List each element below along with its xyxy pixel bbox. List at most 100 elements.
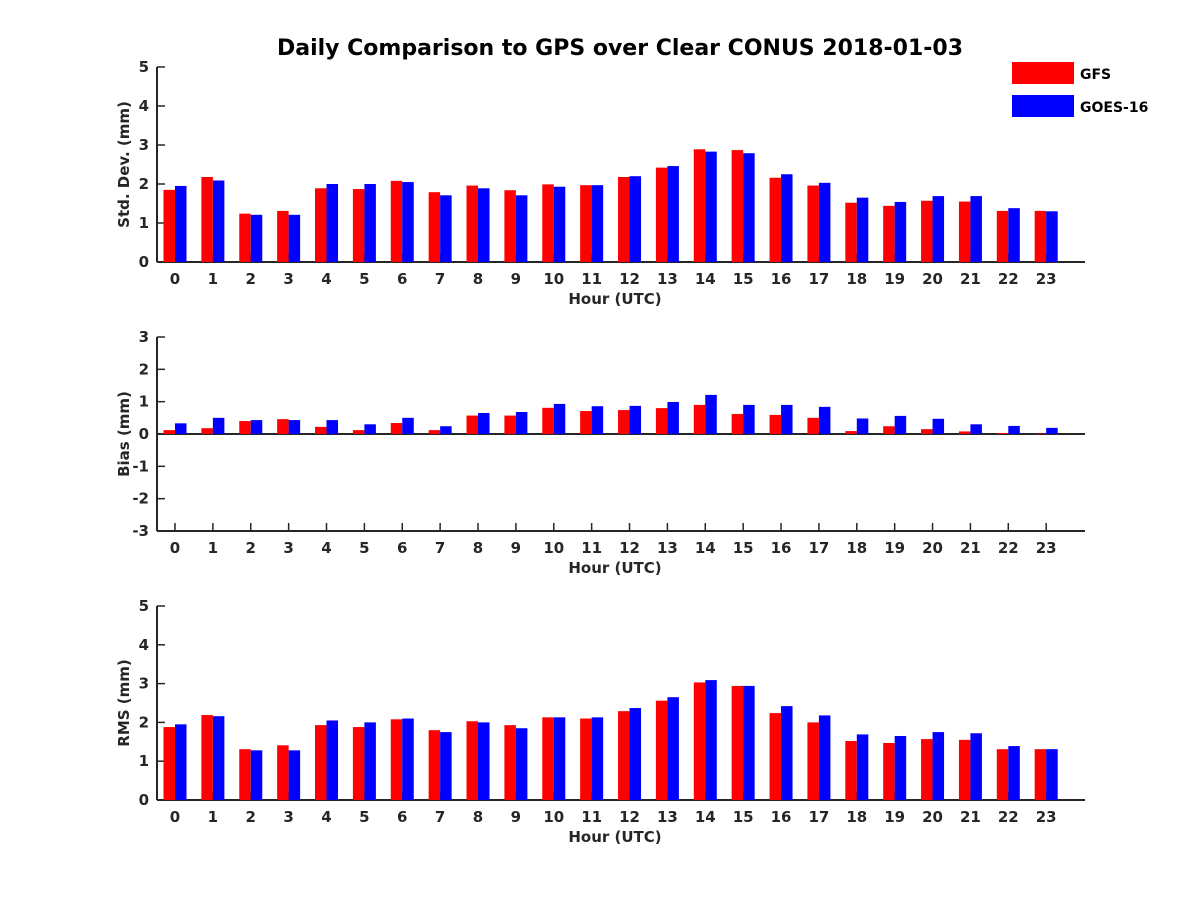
bar-goes16-hour-2	[250, 750, 263, 800]
bar-gfs-hour-22	[996, 433, 1009, 434]
bar-goes16-hour-17	[818, 182, 831, 262]
bar-goes16-hour-21	[970, 196, 982, 262]
x-tick-label: 18	[846, 808, 867, 826]
bar-goes16-hour-22	[1008, 746, 1020, 800]
x-tick-label: 22	[998, 808, 1019, 826]
x-axis-label: Hour (UTC)	[568, 290, 661, 308]
y-tick-label: 4	[139, 636, 149, 654]
x-tick-label: 22	[998, 539, 1019, 557]
x-tick-label: 13	[657, 808, 678, 826]
bar-goes16-hour-15	[743, 685, 755, 800]
legend: GFS GOES-16	[1012, 62, 1148, 117]
x-tick-label: 23	[1036, 539, 1057, 557]
bar-gfs-hour-11	[580, 718, 592, 800]
bar-goes16-hour-22	[1008, 425, 1020, 434]
bar-goes16-hour-0	[175, 724, 187, 800]
bar-goes16-hour-18	[856, 197, 869, 262]
bar-gfs-hour-21	[958, 739, 971, 800]
x-tick-label: 20	[922, 808, 943, 826]
x-tick-label: 6	[397, 539, 407, 557]
bar-goes16-hour-11	[591, 406, 604, 434]
x-tick-label: 5	[359, 270, 369, 288]
bar-goes16-hour-20	[932, 732, 945, 800]
bar-goes16-hour-0	[175, 185, 187, 262]
x-tick-label: 11	[581, 539, 602, 557]
bar-gfs-hour-8	[466, 721, 479, 800]
bar-gfs-hour-0	[163, 430, 175, 434]
bar-goes16-hour-13	[667, 166, 679, 262]
x-tick-label: 10	[543, 270, 564, 288]
bar-gfs-hour-16	[769, 713, 782, 800]
bar-goes16-hour-15	[743, 153, 755, 262]
bar-gfs-hour-11	[580, 411, 592, 434]
legend-label-gfs: GFS	[1080, 67, 1111, 83]
bar-goes16-hour-8	[478, 188, 490, 262]
chart-title: Daily Comparison to GPS over Clear CONUS…	[277, 36, 963, 61]
bar-goes16-hour-13	[667, 697, 679, 800]
bar-goes16-hour-3	[288, 214, 301, 262]
bar-goes16-hour-7	[440, 732, 452, 800]
x-tick-label: 2	[246, 808, 256, 826]
bar-goes16-hour-17	[818, 406, 831, 434]
bar-goes16-hour-23	[1046, 749, 1058, 800]
bar-gfs-hour-19	[883, 205, 895, 262]
x-tick-label: 15	[733, 539, 754, 557]
bar-gfs-hour-9	[504, 415, 516, 434]
x-tick-label: 8	[473, 270, 483, 288]
bar-gfs-hour-8	[466, 185, 479, 262]
bar-goes16-hour-14	[705, 151, 717, 262]
bar-gfs-hour-15	[731, 413, 744, 434]
bar-goes16-hour-18	[856, 418, 869, 434]
x-tick-label: 10	[543, 539, 564, 557]
x-tick-label: 16	[771, 808, 792, 826]
x-tick-label: 1	[208, 808, 218, 826]
bar-gfs-hour-2	[239, 421, 251, 434]
bar-goes16-hour-20	[932, 418, 945, 434]
bar-goes16-hour-7	[440, 195, 452, 262]
x-tick-label: 13	[657, 539, 678, 557]
y-tick-label: 3	[139, 675, 149, 693]
bar-gfs-hour-7	[428, 192, 441, 262]
bar-goes16-hour-9	[515, 195, 528, 262]
bar-gfs-hour-16	[769, 177, 782, 262]
bar-goes16-hour-12	[629, 176, 642, 262]
y-tick-label: 5	[139, 597, 149, 615]
bar-goes16-hour-6	[402, 182, 414, 262]
x-tick-label: 21	[960, 808, 981, 826]
bar-goes16-hour-9	[515, 728, 528, 800]
bar-goes16-hour-6	[402, 417, 414, 434]
bar-gfs-hour-13	[655, 408, 668, 434]
y-axis-label: Bias (mm)	[115, 391, 133, 477]
bar-goes16-hour-8	[478, 722, 490, 800]
x-tick-label: 3	[283, 808, 293, 826]
bar-goes16-hour-10	[553, 403, 566, 434]
bar-gfs-hour-6	[390, 719, 403, 800]
bar-goes16-hour-19	[894, 201, 907, 262]
bar-gfs-hour-0	[163, 727, 175, 800]
x-tick-label: 3	[283, 539, 293, 557]
bar-gfs-hour-20	[921, 739, 933, 800]
x-tick-label: 6	[397, 808, 407, 826]
x-axis-label: Hour (UTC)	[568, 828, 661, 846]
x-tick-label: 18	[846, 270, 867, 288]
bar-gfs-hour-6	[390, 423, 403, 434]
bar-goes16-hour-6	[402, 718, 414, 800]
bar-gfs-hour-13	[655, 167, 668, 262]
bar-gfs-hour-14	[693, 404, 706, 434]
x-tick-label: 21	[960, 539, 981, 557]
bar-gfs-hour-10	[542, 184, 554, 262]
bar-gfs-hour-14	[693, 149, 706, 262]
bar-goes16-hour-19	[894, 415, 907, 434]
bar-gfs-hour-18	[845, 202, 857, 262]
x-tick-label: 23	[1036, 808, 1057, 826]
bar-gfs-hour-2	[239, 213, 251, 262]
bar-gfs-hour-12	[618, 711, 630, 800]
y-tick-label: 3	[139, 136, 149, 154]
bar-goes16-hour-16	[781, 706, 793, 800]
bar-gfs-hour-3	[277, 419, 289, 434]
bar-gfs-hour-23	[1034, 749, 1047, 800]
bar-gfs-hour-2	[239, 749, 251, 800]
bar-gfs-hour-5	[352, 727, 365, 800]
